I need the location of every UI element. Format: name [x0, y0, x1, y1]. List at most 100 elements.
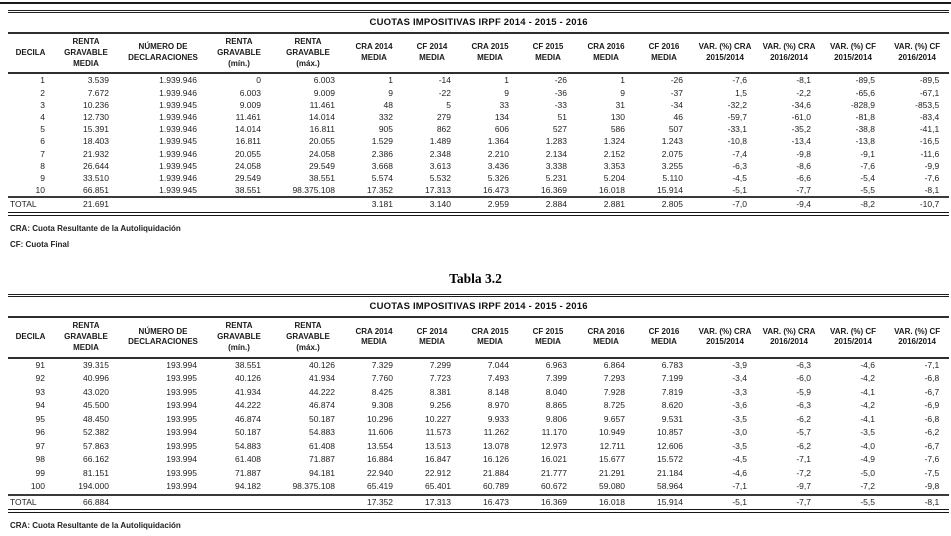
total-cell — [119, 493, 207, 513]
table-total-row: TOTAL 66.884 17.352 17.313 16.473 16.369 16.01… — [8, 493, 950, 513]
cell: -11,6 — [920, 148, 940, 159]
cell: 65.401 — [425, 481, 451, 491]
cell: -7,1 — [796, 454, 811, 464]
cell: 43.020 — [83, 386, 109, 397]
cell: 1.939.946 — [159, 112, 197, 122]
cell: -828,9 — [850, 99, 875, 110]
cell: -4,6 — [732, 467, 747, 478]
cell: 3 — [40, 99, 45, 110]
total-cell — [271, 493, 345, 513]
cell: -7,6 — [924, 454, 940, 464]
cell: 29.549 — [235, 173, 261, 184]
cell: 12.973 — [541, 440, 567, 451]
cell: 1.939.945 — [159, 136, 197, 147]
cell: 100 — [30, 481, 45, 491]
cell: 193.994 — [166, 454, 197, 464]
cell: 96 — [35, 427, 45, 437]
cell: 1,5 — [735, 87, 747, 98]
cell: -81,8 — [855, 112, 875, 122]
cell: 15.914 — [657, 185, 683, 196]
cell: 16.884 — [367, 454, 393, 464]
cell: -13,8 — [855, 136, 875, 147]
cell: -7,5 — [924, 467, 940, 478]
cell: 15.391 — [83, 124, 109, 135]
cell: 38.551 — [235, 359, 261, 370]
total-cell: 17.313 — [403, 493, 461, 513]
cell: 1.283 — [545, 136, 567, 147]
cell: 1.939.946 — [159, 87, 197, 98]
total-cell: -9,4 — [757, 196, 821, 216]
table-row: 91 39.315 193.994 38.551 40.126 7.329 7.299 7.0… — [8, 358, 949, 373]
cell: -6,6 — [796, 173, 811, 184]
cell: 6.963 — [545, 359, 567, 370]
cell: 193.995 — [166, 386, 197, 397]
table-row: 95 48.450 193.995 46.874 50.187 10.296 10.227 9… — [8, 413, 949, 427]
column-header: CF 2015 MEDIA — [519, 317, 577, 359]
cell: -4,2 — [860, 373, 875, 383]
cell: 50.187 — [309, 413, 335, 424]
cell: 9.009 — [313, 87, 335, 98]
cell: 193.994 — [166, 427, 197, 437]
cell: 1.364 — [487, 136, 509, 147]
cell: 95 — [35, 413, 45, 424]
cell: 16.369 — [541, 185, 567, 196]
column-header: VAR. (%) CF 2016/2014 — [885, 317, 950, 359]
cell: 193.995 — [166, 373, 197, 383]
table-row: 96 52.382 193.994 50.187 54.883 11.606 11.573 1… — [8, 426, 949, 440]
cell: -3,6 — [732, 400, 747, 410]
cell: 24.058 — [309, 148, 335, 159]
cell: 5.204 — [603, 173, 625, 184]
footnote-cra: CRA: Cuota Resultante de la Autoliquidac… — [10, 223, 181, 233]
cell: 48 — [383, 99, 393, 110]
cell: 11.573 — [425, 427, 451, 437]
cell: 7.819 — [661, 386, 683, 397]
cell: 5.231 — [545, 173, 567, 184]
cell: -7,1 — [924, 359, 940, 370]
column-header: CF 2015 MEDIA — [519, 33, 577, 75]
cell: 7.493 — [487, 373, 509, 383]
cell: 2.210 — [487, 148, 509, 159]
cell: 10 — [35, 185, 45, 196]
column-header: RENTA GRAVABLE MEDIA — [53, 317, 119, 359]
cell: 40.996 — [83, 373, 109, 383]
cell: -6,8 — [924, 373, 940, 383]
cell: 7.199 — [661, 373, 683, 383]
column-header: CRA 2016 MEDIA — [577, 33, 635, 75]
cell: -9,1 — [860, 148, 875, 159]
cell: -6,7 — [924, 386, 940, 397]
total-cell — [271, 196, 345, 216]
column-header: CF 2016 MEDIA — [635, 317, 693, 359]
percentiles-table-wrapper: CUOTAS IMPOSITIVAS IRPF 2014 - 2015 - 20… — [8, 294, 950, 513]
table-body: 91 39.315 193.994 38.551 40.126 7.329 7.299 7.0… — [8, 358, 949, 495]
cell: 6.003 — [239, 87, 261, 98]
cell: -22 — [438, 87, 451, 98]
column-header: CRA 2015 MEDIA — [461, 317, 519, 359]
column-header: VAR. (%) CRA 2016/2014 — [757, 317, 821, 359]
cell: -5,1 — [732, 185, 747, 196]
cell: 1.939.946 — [159, 124, 197, 135]
cell: 61.408 — [235, 454, 261, 464]
cell: -853,5 — [915, 99, 940, 110]
cell: 51 — [557, 112, 567, 122]
cell: -7,1 — [732, 481, 747, 491]
cell: 98.375.108 — [292, 481, 335, 491]
cell: 194.000 — [78, 481, 109, 491]
cell: -6,7 — [924, 440, 940, 451]
table-row: 4 12.730 1.939.946 11.461 14.014 332 279 134 51 1… — [8, 111, 949, 123]
column-header: CRA 2014 MEDIA — [345, 317, 403, 359]
table-row: 1 3.539 1.939.946 0 6.003 1 -14 1 -26 1 -26 -7,6 -8,… — [8, 73, 949, 86]
cell: -65,6 — [855, 87, 875, 98]
total-cell: -5,1 — [693, 493, 757, 513]
table-row: 3 10.236 1.939.945 9.009 11.461 48 5 33 -33 31 -34… — [8, 99, 949, 111]
cell: 279 — [436, 112, 451, 122]
cell: 60.789 — [483, 481, 509, 491]
cell: 17.352 — [367, 185, 393, 196]
table-row: 97 57.863 193.995 54.883 61.408 13.554 13.513 1… — [8, 440, 949, 454]
cell: -3,5 — [732, 440, 747, 451]
cell: -26 — [554, 75, 567, 86]
table-total-row: TOTAL 21.691 3.181 3.140 2.959 2.884 2.881 2.80… — [8, 196, 950, 216]
cell: -4,5 — [732, 454, 747, 464]
cell: 15.677 — [599, 454, 625, 464]
column-header: VAR. (%) CF 2015/2014 — [821, 33, 885, 75]
